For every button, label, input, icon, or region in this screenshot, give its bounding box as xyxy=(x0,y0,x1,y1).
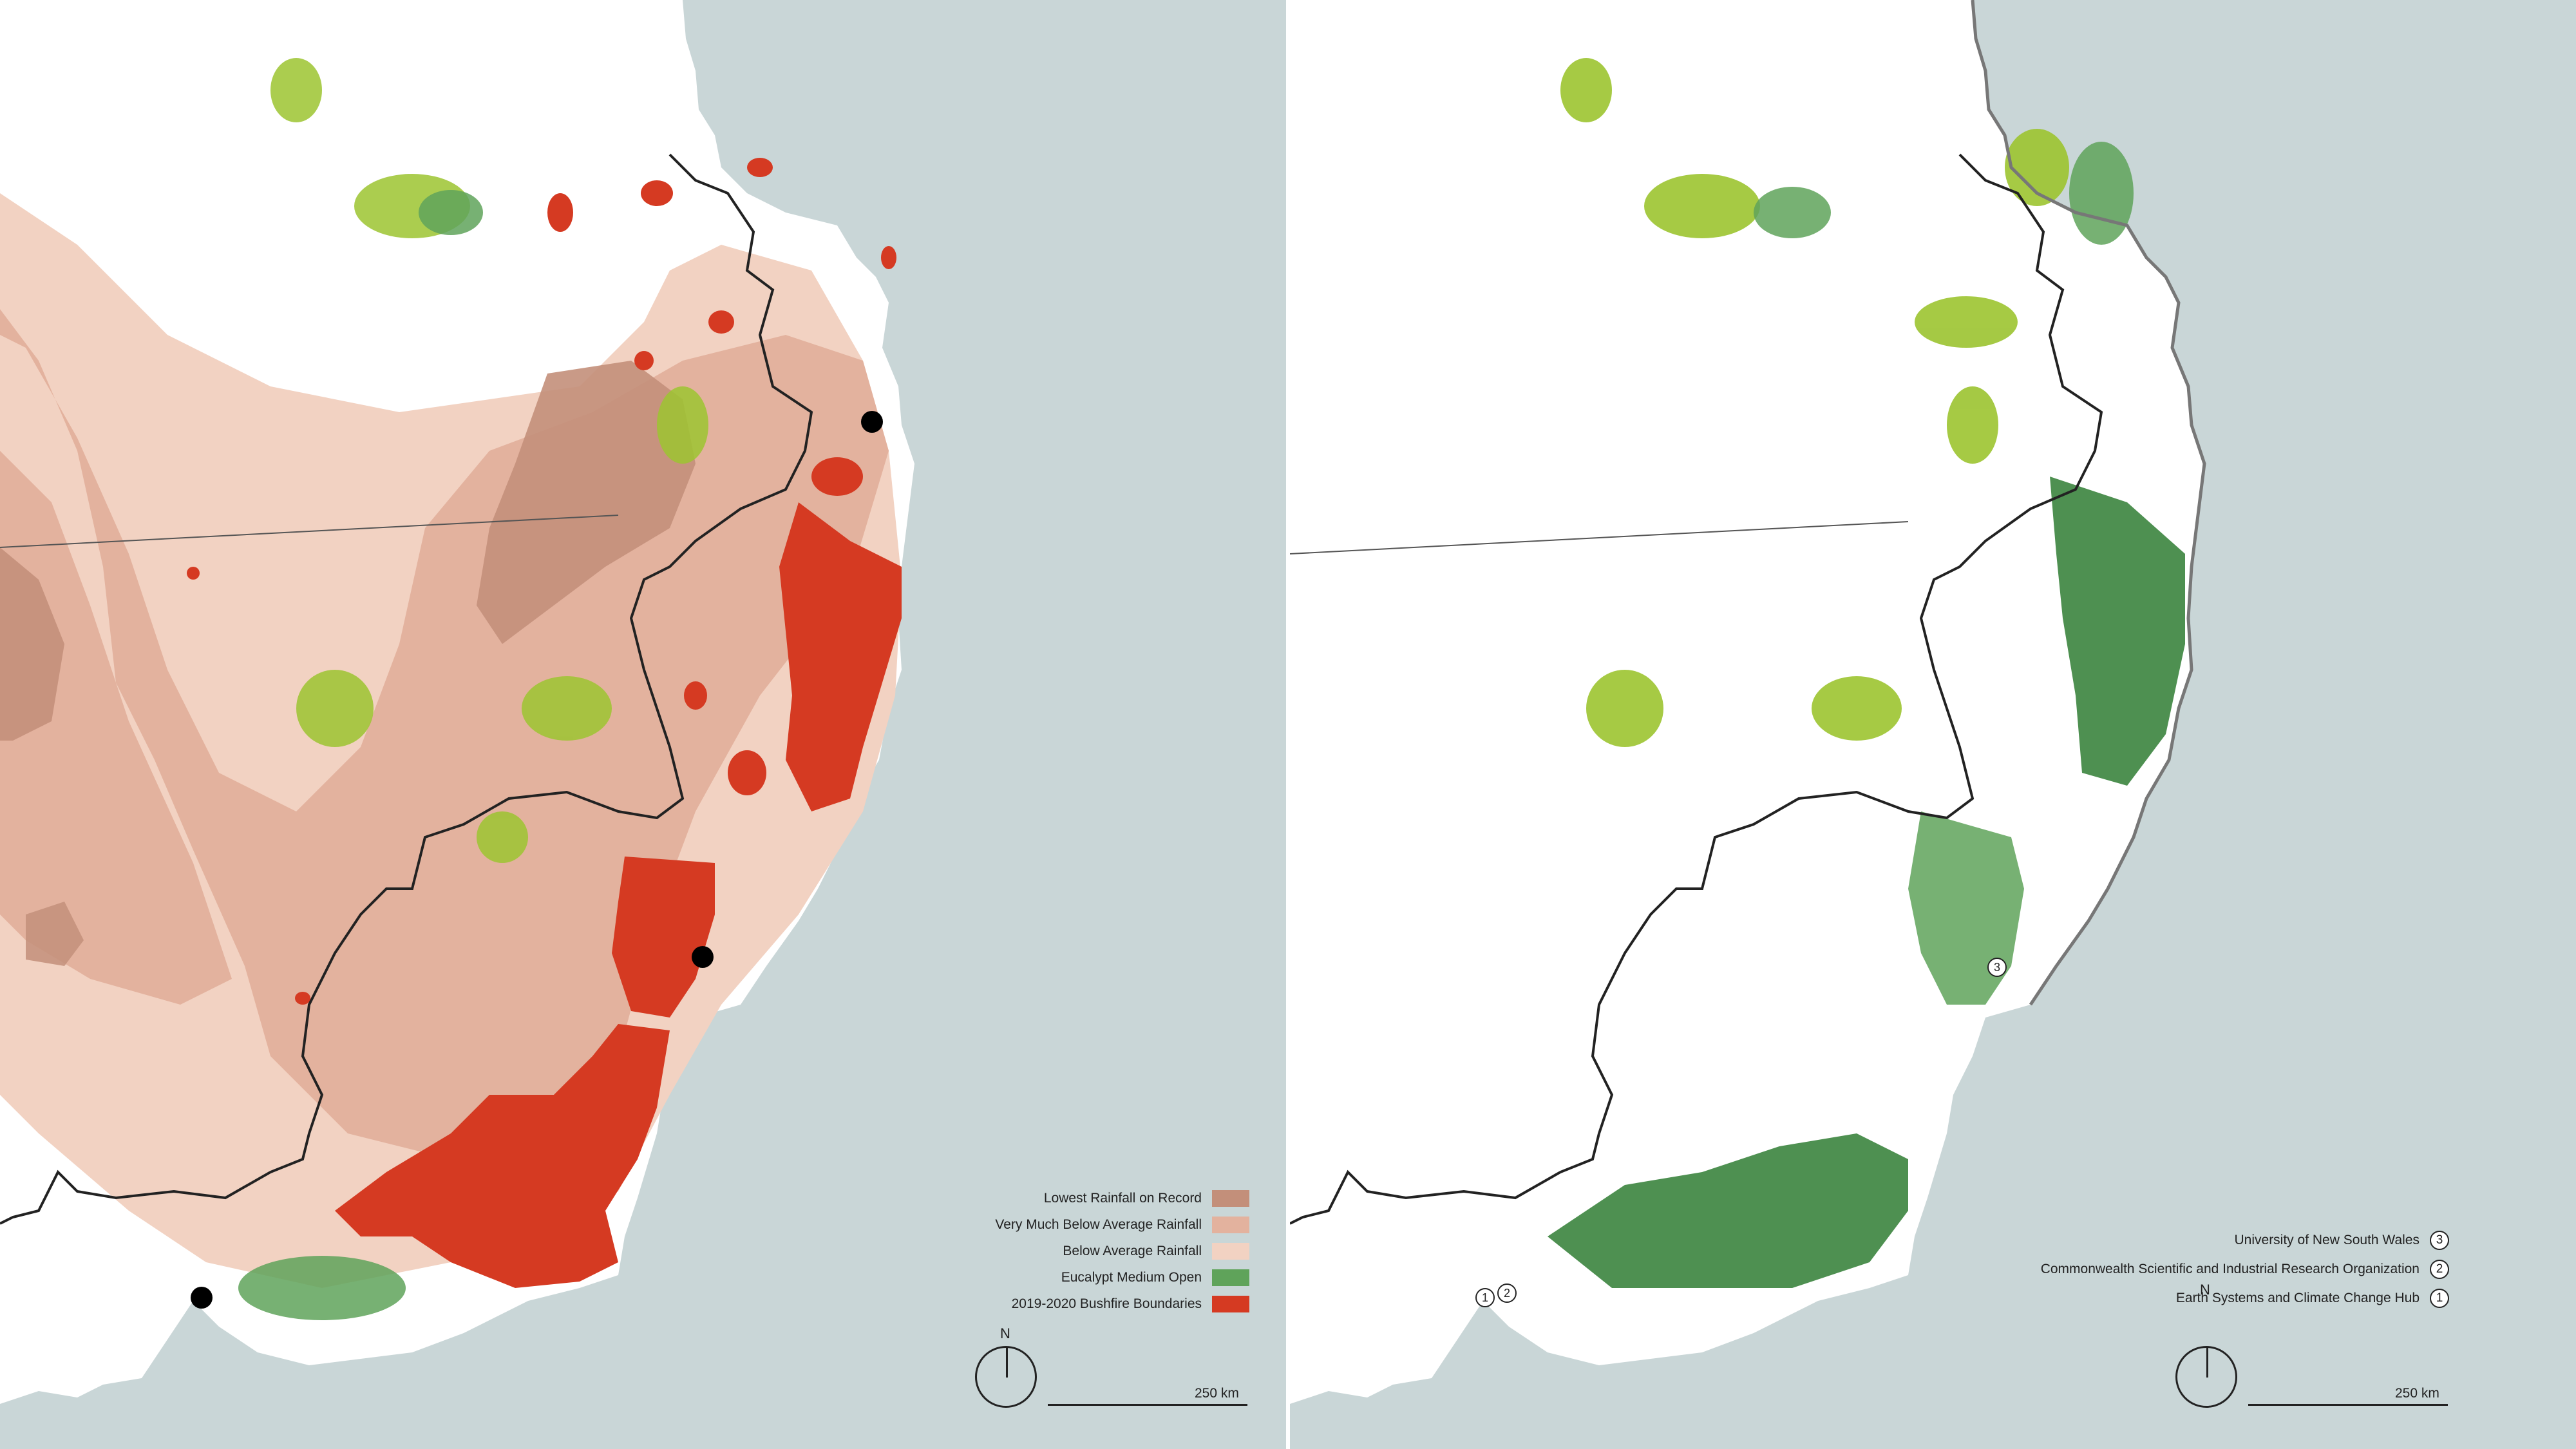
legend-row-bushfire: 2019-2020 Bushfire Boundaries xyxy=(1012,1294,1249,1314)
right-legend: University of New South Wales 3 Commonwe… xyxy=(1805,1230,2449,1314)
vegetation-light xyxy=(1560,58,2069,747)
state-border-line xyxy=(0,515,619,548)
research-institutions-map: 3 1 2 University of New South Wales 3 Co… xyxy=(1290,0,2576,1449)
legend-row-escc-hub: Earth Systems and Climate Change Hub 1 xyxy=(2176,1288,2449,1309)
legend-label: Commonwealth Scientific and Industrial R… xyxy=(2040,1262,2420,1276)
panel-divider xyxy=(1286,0,1290,1449)
state-border-line xyxy=(1290,521,1909,554)
legend-swatch xyxy=(1212,1269,1249,1286)
very-much-below-west-zone xyxy=(0,451,232,1005)
legend-label: Very Much Below Average Rainfall xyxy=(995,1217,1202,1232)
legend-swatch xyxy=(1212,1243,1249,1260)
left-legend: Lowest Rainfall on Record Very Much Belo… xyxy=(837,1188,1249,1317)
map-marker-3: 3 xyxy=(1987,958,2007,977)
legend-swatch xyxy=(1212,1190,1249,1207)
vegetation-mid xyxy=(1754,142,2134,1005)
north-label: N xyxy=(2200,1282,2210,1298)
coastline xyxy=(1971,0,2206,1006)
legend-label: University of New South Wales xyxy=(2234,1233,2420,1247)
lowest-rainfall-west-zone xyxy=(0,547,64,741)
city-markers xyxy=(191,411,883,1309)
scale-bar xyxy=(1048,1404,1247,1406)
legend-number-badge: 2 xyxy=(2430,1260,2449,1279)
north-arrow-icon xyxy=(975,1346,1037,1408)
left-map-canvas xyxy=(0,0,914,1404)
scale-bar-label: 250 km xyxy=(1195,1386,1239,1401)
legend-row-unsw: University of New South Wales 3 xyxy=(2234,1230,2449,1251)
legend-label: Below Average Rainfall xyxy=(1063,1244,1202,1258)
legend-row-csiro: Commonwealth Scientific and Industrial R… xyxy=(2041,1259,2449,1280)
legend-label: Earth Systems and Climate Change Hub xyxy=(2175,1291,2420,1305)
lowest-rainfall-zone xyxy=(477,361,696,644)
legend-label: Eucalypt Medium Open xyxy=(1061,1270,1202,1285)
legend-number-badge: 3 xyxy=(2430,1231,2449,1250)
land-mass xyxy=(1290,0,2204,1404)
legend-row-lowest-rainfall: Lowest Rainfall on Record xyxy=(1044,1188,1249,1209)
north-arrow-icon xyxy=(2175,1346,2237,1408)
legend-label: Lowest Rainfall on Record xyxy=(1043,1191,1202,1206)
legend-row-eucalypt: Eucalypt Medium Open xyxy=(1061,1267,1249,1288)
map-marker-2: 2 xyxy=(1497,1283,1517,1303)
state-borders xyxy=(1290,153,2103,1225)
scale-bar xyxy=(2248,1404,2448,1406)
rainfall-bushfire-map: Lowest Rainfall on Record Very Much Belo… xyxy=(0,0,1286,1449)
legend-row-very-much-below: Very Much Below Average Rainfall xyxy=(995,1215,1249,1235)
eucalypt-patches xyxy=(238,190,483,1320)
state-borders xyxy=(0,153,813,1225)
scale-bar-label: 250 km xyxy=(2395,1386,2439,1401)
vegetation-dark xyxy=(1548,477,2185,1288)
legend-row-below-average: Below Average Rainfall xyxy=(1063,1241,1249,1262)
legend-swatch xyxy=(1212,1217,1249,1233)
bushfire-boundaries xyxy=(187,158,902,1288)
legend-label: 2019-2020 Bushfire Boundaries xyxy=(1011,1296,1202,1311)
north-label: N xyxy=(1000,1325,1010,1341)
right-map-canvas xyxy=(1290,0,2206,1404)
legend-number-badge: 1 xyxy=(2430,1289,2449,1308)
vegetation-patches xyxy=(270,58,708,863)
lowest-rainfall-south-zone xyxy=(26,902,84,966)
map-marker-1: 1 xyxy=(1475,1288,1495,1307)
legend-swatch xyxy=(1212,1296,1249,1312)
